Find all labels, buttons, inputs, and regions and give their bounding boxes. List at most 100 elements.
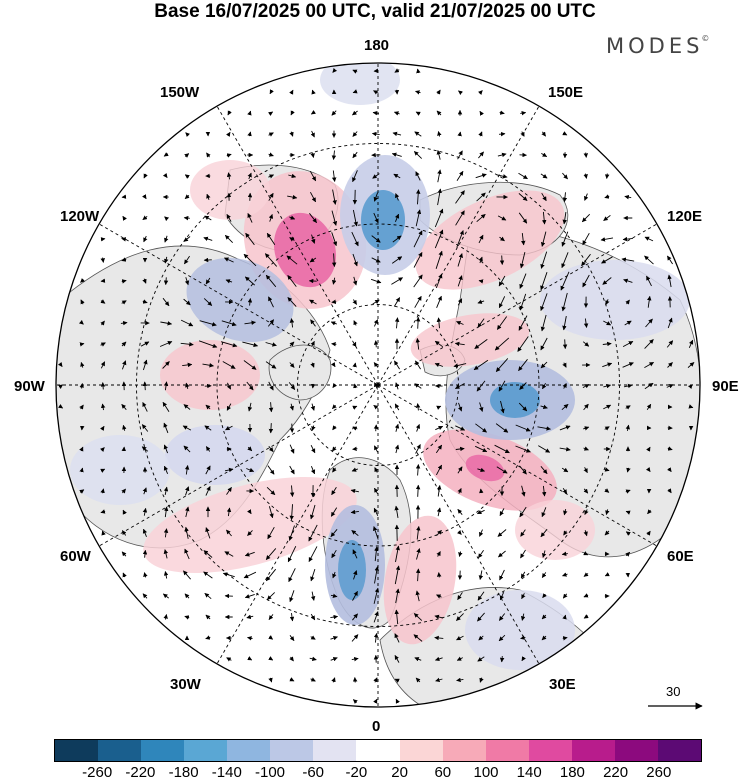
colorbar-swatch bbox=[227, 740, 271, 761]
wind-vector-arrow bbox=[100, 488, 105, 494]
wind-vector-arrow bbox=[79, 342, 85, 347]
wind-vector-arrow bbox=[393, 173, 401, 179]
wind-vector-arrow bbox=[185, 382, 190, 390]
wind-vector-arrow bbox=[80, 277, 85, 283]
wind-vector-arrow bbox=[520, 549, 526, 559]
wind-vector-arrow bbox=[518, 402, 528, 412]
wind-vector-arrow bbox=[453, 363, 467, 368]
wind-vector-arrow bbox=[289, 635, 295, 642]
wind-vector-arrow bbox=[434, 208, 444, 228]
reference-vector: 30 bbox=[646, 684, 703, 714]
wind-vector-arrow bbox=[540, 231, 547, 247]
wind-vector-arrow bbox=[542, 382, 547, 390]
wind-vector-arrow bbox=[602, 277, 612, 285]
colorbar-tick-label: -20 bbox=[345, 764, 368, 781]
wind-vector-arrow bbox=[515, 445, 531, 453]
wind-vector-arrow bbox=[455, 190, 465, 204]
lon-label-30e: 30E bbox=[549, 676, 576, 693]
wind-vector-arrow bbox=[244, 593, 255, 599]
wind-vector-arrow bbox=[604, 173, 610, 179]
wind-vector-arrow bbox=[646, 530, 651, 536]
wind-vector-arrow bbox=[352, 110, 358, 116]
wind-vector-arrow bbox=[436, 110, 442, 116]
wind-vector-arrow bbox=[562, 212, 567, 225]
wind-vector-arrow bbox=[224, 551, 234, 557]
wind-vector-arrow bbox=[562, 339, 568, 350]
wind-vector-arrow bbox=[561, 551, 568, 557]
wind-vector-arrow bbox=[184, 526, 189, 539]
wind-vector-arrow bbox=[100, 342, 106, 347]
wind-vector-arrow bbox=[626, 467, 631, 473]
wind-vector-arrow bbox=[205, 527, 211, 539]
wind-vector-arrow bbox=[477, 318, 485, 328]
colorbar-swatch bbox=[98, 740, 142, 761]
colorbar-tick-label: 100 bbox=[473, 764, 499, 781]
lon-label-60w: 60W bbox=[60, 548, 91, 565]
wind-vector-arrow bbox=[499, 236, 505, 242]
colorbar-swatch bbox=[528, 740, 572, 761]
wind-vector-arrow bbox=[226, 214, 232, 222]
colorbar-tick-label: 60 bbox=[434, 764, 452, 781]
wind-vector-arrow bbox=[351, 231, 359, 247]
wind-vector-arrow bbox=[394, 360, 400, 370]
wind-vector-arrow bbox=[583, 173, 588, 179]
wind-vector-arrow bbox=[562, 593, 568, 599]
colorbar-swatch bbox=[485, 740, 529, 761]
wind-vector-arrow bbox=[455, 425, 466, 431]
wind-vector-arrow bbox=[265, 548, 277, 560]
wind-vector-arrow bbox=[310, 340, 315, 347]
wind-vector-arrow bbox=[247, 530, 253, 536]
wind-vector-arrow bbox=[372, 526, 379, 540]
wind-vector-arrow bbox=[391, 152, 402, 157]
wind-vector-arrow bbox=[562, 316, 567, 331]
wind-vector-arrow bbox=[520, 233, 526, 246]
wind-vector-arrow bbox=[310, 591, 316, 601]
wind-vector-arrow bbox=[456, 677, 464, 683]
wind-vector-arrow bbox=[58, 404, 64, 409]
wind-vector-arrow bbox=[435, 250, 443, 269]
wind-vector-arrow bbox=[269, 89, 274, 95]
wind-vector-arrow bbox=[163, 506, 169, 518]
wind-vector-arrow bbox=[247, 297, 253, 306]
wind-vector-arrow bbox=[374, 546, 379, 562]
wind-vector-arrow bbox=[184, 153, 190, 158]
wind-vector-arrow bbox=[268, 152, 274, 157]
wind-vector-arrow bbox=[434, 635, 444, 641]
colorbar-swatch bbox=[399, 740, 443, 761]
wind-vector-arrow bbox=[456, 170, 464, 181]
wind-vector-arrow bbox=[373, 445, 379, 453]
wind-vector-arrow bbox=[331, 362, 336, 368]
wind-vector-arrow bbox=[541, 635, 547, 641]
wind-vector-arrow bbox=[479, 488, 484, 494]
wind-vector-arrow bbox=[371, 257, 381, 263]
polar-map bbox=[55, 62, 701, 708]
wind-vector-arrow bbox=[287, 275, 297, 287]
wind-vector-arrow bbox=[625, 424, 630, 431]
wind-vector-arrow bbox=[78, 319, 84, 325]
wind-vector-arrow bbox=[330, 321, 337, 326]
wind-vector-arrow bbox=[415, 568, 421, 582]
colorbar-tick-labels: -260 -220 -180 -140 -100 -60 -20 20 60 100 140 180 2… bbox=[0, 764, 750, 783]
wind-vector-arrow bbox=[582, 341, 590, 347]
wind-vector-arrow bbox=[331, 210, 338, 226]
wind-vector-arrow bbox=[498, 613, 506, 621]
wind-vector-arrow bbox=[604, 572, 610, 577]
wind-vector-arrow bbox=[100, 403, 106, 411]
wind-vector-arrow bbox=[331, 446, 337, 452]
wind-vector-arrow bbox=[352, 405, 358, 410]
wind-vector-arrow bbox=[518, 359, 528, 372]
wind-vector-arrow bbox=[562, 636, 568, 641]
wind-vector-arrow bbox=[352, 362, 357, 368]
brand-name: MODES bbox=[606, 34, 704, 58]
lon-label-30w: 30W bbox=[170, 676, 201, 693]
wind-vector-arrow bbox=[583, 318, 589, 328]
wind-vector-arrow bbox=[373, 611, 379, 623]
page-title: Base 16/07/2025 00 UTC, valid 21/07/2025… bbox=[154, 1, 596, 22]
wind-vector-arrow bbox=[373, 424, 379, 432]
brand-logo: MODES© bbox=[606, 34, 709, 58]
wind-vector-arrow bbox=[625, 405, 631, 410]
wind-vector-arrow bbox=[623, 278, 633, 283]
wind-vector-arrow bbox=[583, 446, 589, 451]
wind-vector-arrow bbox=[265, 568, 277, 582]
wind-vector-arrow bbox=[391, 277, 403, 285]
